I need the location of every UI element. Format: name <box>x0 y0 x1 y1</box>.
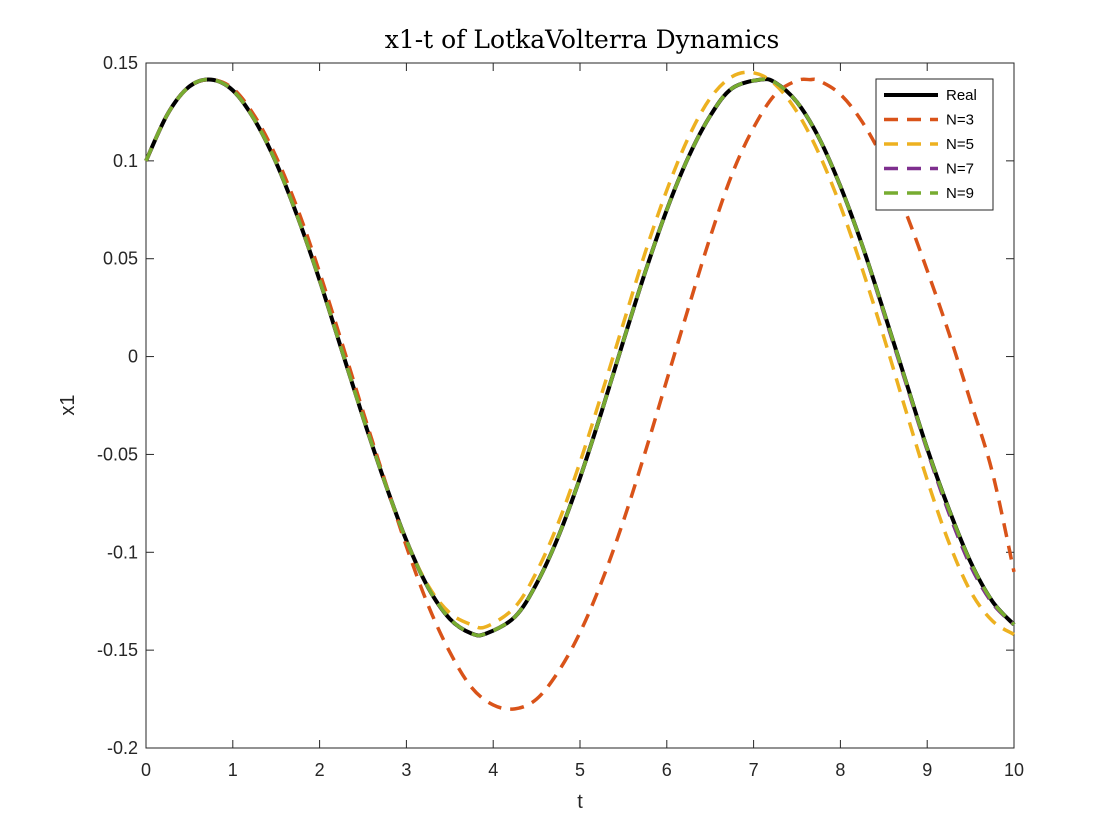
y-tick-label: -0.2 <box>107 738 138 758</box>
x-tick-label: 10 <box>1004 760 1024 780</box>
legend-label: N=3 <box>946 112 974 129</box>
x-tick-label: 4 <box>488 760 498 780</box>
x-tick-label: 2 <box>315 760 325 780</box>
x-axis-label: t <box>577 791 583 813</box>
y-tick-labels: -0.2 -0.15 -0.1 -0.05 0 0.05 0.1 0.15 <box>97 53 138 758</box>
x-tick-label: 0 <box>141 760 151 780</box>
y-tick-label: -0.1 <box>107 542 138 562</box>
y-tick-label: 0.05 <box>103 249 138 269</box>
y-axis-label: x1 <box>57 394 79 415</box>
legend-label: Real <box>946 87 977 104</box>
legend: Real N=3 N=5 N=7 N=9 <box>875 78 994 211</box>
series-line-n-3 <box>144 77 1016 711</box>
x-tick-label: 9 <box>922 760 932 780</box>
chart-title: x1-t of LotkaVolterra Dynamics <box>385 25 780 54</box>
x-tick-label: 1 <box>228 760 238 780</box>
x-tick-label: 6 <box>662 760 672 780</box>
y-tick-label: -0.05 <box>97 444 138 464</box>
y-tick-label: -0.15 <box>97 640 138 660</box>
y-tick-label: 0.15 <box>103 53 138 73</box>
legend-label: N=9 <box>946 185 974 202</box>
x-tick-labels: 0 1 2 3 4 5 6 7 8 9 10 <box>141 760 1024 780</box>
series-line-n-9 <box>144 77 1016 638</box>
legend-label: N=5 <box>946 136 974 153</box>
x-tick-label: 3 <box>401 760 411 780</box>
legend-label: N=7 <box>946 161 974 178</box>
series-lines <box>144 70 1016 711</box>
plot-area <box>145 62 1015 749</box>
x-tick-label: 7 <box>749 760 759 780</box>
axis-ticks <box>145 62 1015 749</box>
x-tick-label: 8 <box>835 760 845 780</box>
y-tick-label: 0.1 <box>113 151 138 171</box>
x-tick-label: 5 <box>575 760 585 780</box>
y-tick-label: 0 <box>128 347 138 367</box>
